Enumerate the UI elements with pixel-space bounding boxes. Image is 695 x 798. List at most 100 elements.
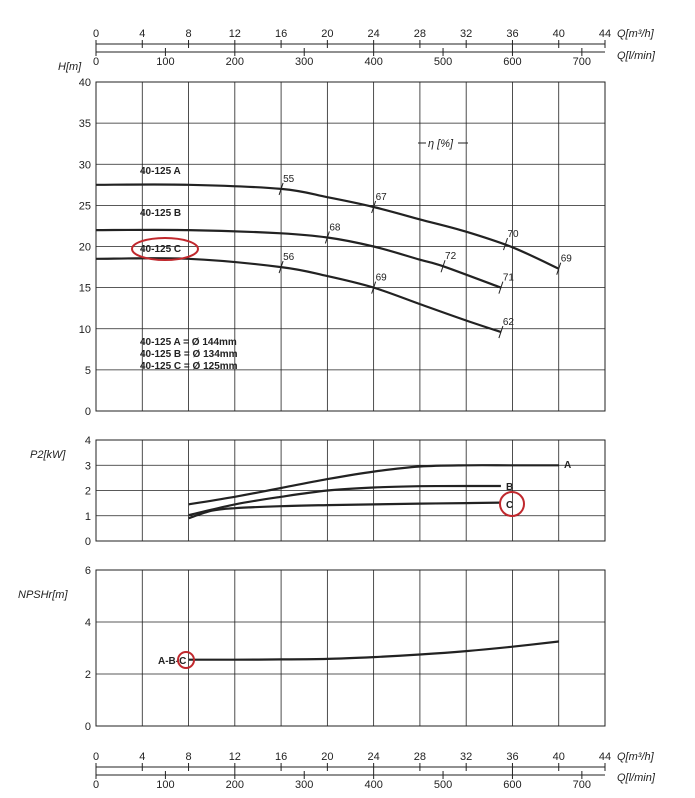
q-m3h-tick-label: 8 — [185, 751, 191, 763]
efficiency-mark-label: 56 — [283, 252, 295, 263]
q-lmin-tick-label: 500 — [434, 779, 452, 791]
efficiency-mark — [503, 237, 508, 251]
efficiency-mark-label: 71 — [503, 273, 515, 284]
power-label-a: A — [564, 460, 571, 471]
y-tick-label: 40 — [79, 77, 91, 89]
efficiency-mark — [440, 260, 446, 273]
q-m3h-tick-label: 8 — [185, 28, 191, 40]
q-lmin-tick-label: 200 — [226, 779, 244, 791]
plot-frame — [95, 439, 606, 542]
npsh-c-highlight — [177, 651, 195, 669]
bottom-q-m3h-label: Q[m³/h] — [617, 751, 655, 763]
curve-40-125-a — [95, 183, 560, 270]
power-panel: 0 1 2 3 4 — [85, 435, 606, 548]
q-m3h-tick-label: 44 — [599, 751, 611, 763]
y-tick-label: 20 — [79, 242, 91, 254]
legend-line-b: 40-125 B = Ø 134mm — [140, 349, 238, 360]
efficiency-mark-label: 68 — [329, 222, 341, 233]
q-lmin-tick-label: 400 — [364, 56, 382, 68]
y-tick-label: 3 — [85, 460, 91, 472]
q-m3h-tick-label: 16 — [275, 28, 287, 40]
y-tick-label: 10 — [79, 324, 91, 336]
plot-frame — [95, 81, 606, 412]
q-lmin-tick-label: 700 — [573, 779, 591, 791]
power-c-highlight — [499, 491, 525, 517]
q-lmin-tick-label: 100 — [156, 779, 174, 791]
curve-label-b: 40-125 B — [140, 208, 181, 219]
plot-frame — [95, 569, 606, 727]
efficiency-mark — [498, 281, 504, 294]
efficiency-mark — [556, 262, 562, 275]
bottom-q-axis: 0 4 8 12 16 20 24 28 32 36 40 44 0 100 200 300 400 500 600… — [93, 751, 611, 791]
q-lmin-tick-label: 100 — [156, 56, 174, 68]
q-m3h-tick-label: 44 — [599, 28, 611, 40]
efficiency-mark-label: 69 — [376, 273, 388, 284]
q-m3h-tick-label: 32 — [460, 28, 472, 40]
y-tick-label: 4 — [85, 435, 91, 447]
y-tick-label: 0 — [85, 536, 91, 548]
q-lmin-tick-label: 200 — [226, 56, 244, 68]
q-m3h-tick-label: 28 — [414, 751, 426, 763]
y-tick-label: 0 — [85, 721, 91, 733]
curve-40-125-c — [95, 257, 502, 334]
y-tick-label: 4 — [85, 617, 91, 629]
efficiency-mark — [498, 325, 504, 339]
top-q-m3h-label: Q[m³/h] — [617, 28, 655, 40]
curve-a — [188, 464, 559, 506]
q-m3h-tick-label: 24 — [368, 751, 380, 763]
q-lmin-tick-label: 300 — [295, 779, 313, 791]
efficiency-mark-label: 70 — [508, 229, 520, 240]
q-m3h-tick-label: 0 — [93, 28, 99, 40]
q-lmin-tick-label: 600 — [503, 56, 521, 68]
q-m3h-tick-label: 40 — [553, 28, 565, 40]
y-tick-label: 25 — [79, 200, 91, 212]
npsh-panel: 0 2 4 6 — [85, 565, 606, 733]
efficiency-mark-label: 67 — [376, 192, 388, 203]
y-tick-label: 1 — [85, 511, 91, 523]
bottom-q-lmin-label: Q[l/min] — [617, 772, 656, 784]
legend-line-a: 40-125 A = Ø 144mm — [140, 337, 237, 348]
head-panel: 0 5 10 15 20 25 30 35 40 55 67 70 69 68 72 71 56 69 62 — [79, 77, 606, 418]
efficiency-mark-label: 72 — [445, 251, 457, 262]
q-m3h-tick-label: 16 — [275, 751, 287, 763]
y-tick-label: 2 — [85, 669, 91, 681]
power-label-c: C — [506, 500, 513, 511]
power-y-label: P2[kW] — [30, 449, 66, 461]
top-q-lmin-label: Q[l/min] — [617, 50, 656, 62]
curve-c — [188, 501, 501, 520]
head-y-label: H[m] — [58, 61, 82, 73]
q-m3h-tick-label: 12 — [229, 28, 241, 40]
y-tick-label: 30 — [79, 159, 91, 171]
q-m3h-tick-label: 4 — [139, 28, 145, 40]
curve-c-highlight — [131, 237, 199, 261]
efficiency-mark — [371, 281, 377, 294]
efficiency-mark — [324, 231, 330, 244]
q-lmin-tick-label: 0 — [93, 779, 99, 791]
q-m3h-tick-label: 32 — [460, 751, 472, 763]
q-m3h-tick-label: 20 — [321, 28, 333, 40]
q-m3h-tick-label: 20 — [321, 751, 333, 763]
efficiency-label: η [%] — [428, 138, 454, 150]
npsh-y-label: NPSHr[m] — [18, 589, 68, 601]
q-lmin-tick-label: 0 — [93, 56, 99, 68]
npsh-label: A-B-C — [158, 656, 186, 667]
q-lmin-tick-label: 500 — [434, 56, 452, 68]
y-tick-label: 2 — [85, 486, 91, 498]
efficiency-mark-label: 62 — [503, 317, 515, 328]
y-tick-label: 5 — [85, 365, 91, 377]
power-label-b: B — [506, 482, 513, 493]
efficiency-mark — [278, 182, 284, 196]
q-m3h-tick-label: 12 — [229, 751, 241, 763]
y-tick-label: 0 — [85, 406, 91, 418]
efficiency-mark — [371, 200, 377, 214]
q-lmin-tick-label: 600 — [503, 779, 521, 791]
q-m3h-tick-label: 36 — [506, 28, 518, 40]
efficiency-mark-label: 55 — [283, 174, 295, 185]
y-tick-label: 35 — [79, 118, 91, 130]
curve-label-c: 40-125 C — [140, 244, 181, 255]
q-m3h-tick-label: 36 — [506, 751, 518, 763]
curve-b — [188, 484, 501, 517]
efficiency-mark — [278, 260, 284, 274]
y-tick-label: 15 — [79, 283, 91, 295]
